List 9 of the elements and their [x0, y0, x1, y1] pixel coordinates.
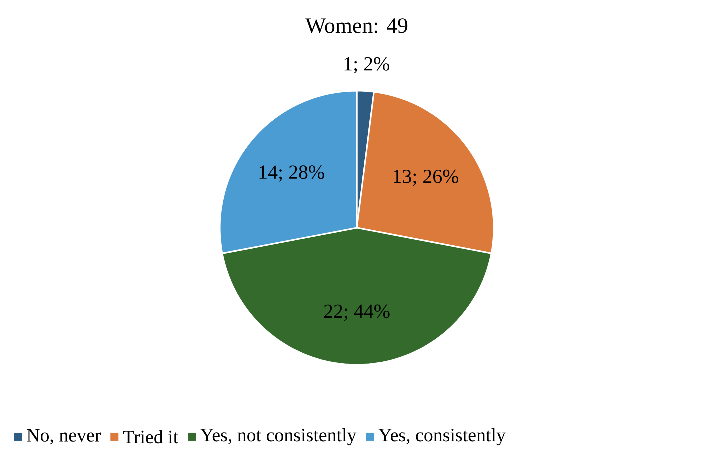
legend-label: Yes, not consistently	[200, 428, 357, 446]
data-label: 22; 44%	[324, 304, 390, 322]
legend-label: Yes, consistently	[378, 428, 506, 446]
data-label: 1; 2%	[344, 57, 390, 74]
legend-label: Tried it	[123, 430, 178, 444]
legend-label: No, never	[27, 429, 102, 445]
data-label: 14; 28%	[260, 166, 324, 182]
data-label: 13; 26%	[394, 170, 459, 186]
chart-title: Women: 49	[306, 18, 408, 34]
